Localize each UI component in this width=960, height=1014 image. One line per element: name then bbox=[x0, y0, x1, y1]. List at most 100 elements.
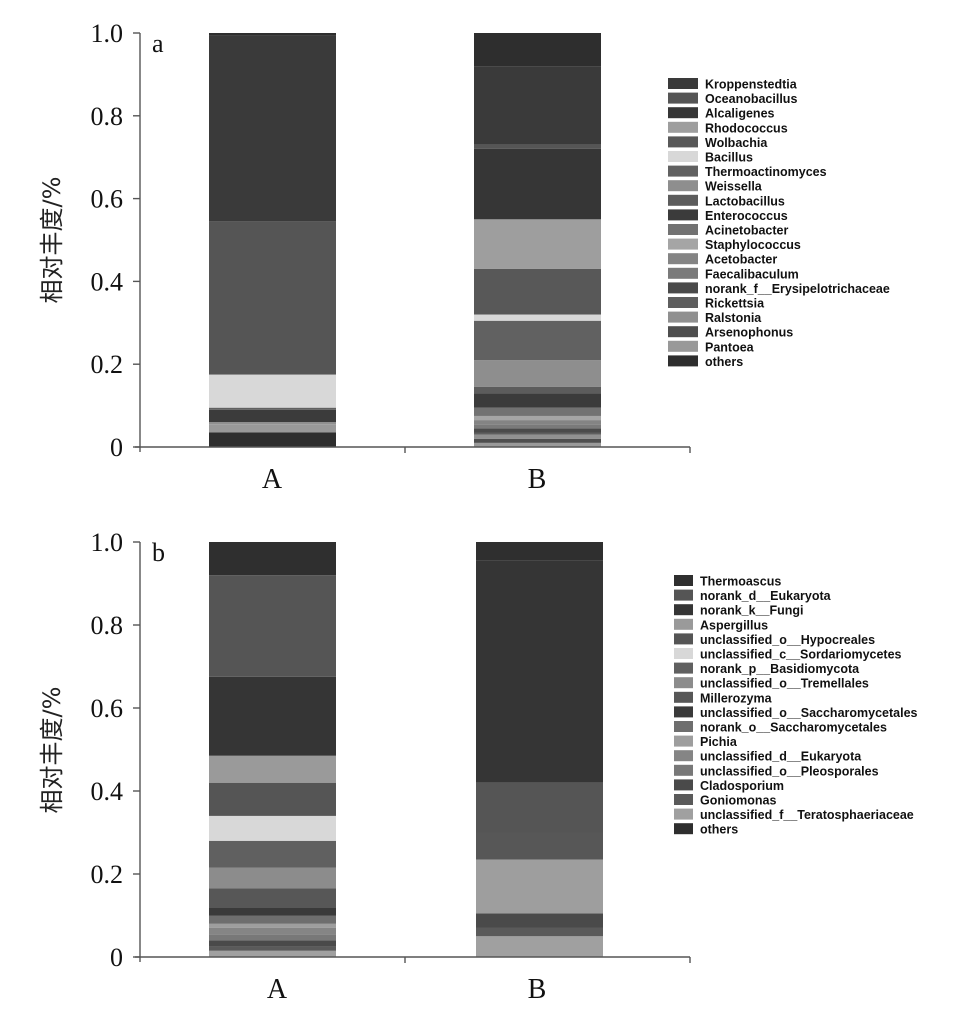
legend-swatch bbox=[668, 107, 698, 119]
legend-swatch bbox=[674, 618, 693, 630]
bar-segment-B-bacillus bbox=[474, 314, 601, 321]
legend-label: Acetobacter bbox=[705, 253, 777, 267]
bar-segment-A-thermoascus bbox=[209, 542, 336, 576]
legend-label: Rickettsia bbox=[705, 297, 765, 311]
bar-segment-A-unclassified-o-saccharomycetales bbox=[209, 907, 336, 916]
legend-swatch bbox=[674, 662, 693, 674]
legend-label: Pantoea bbox=[705, 340, 755, 354]
axes-group-a bbox=[135, 33, 691, 453]
legend-swatch bbox=[674, 764, 693, 776]
y-ticks-group-a: 0 0.2 0.4 0.6 0.8 1.0 bbox=[91, 19, 140, 462]
bar-segment-B-norank-k-fungi bbox=[476, 560, 603, 783]
legend-swatch bbox=[668, 194, 698, 206]
legend-swatch bbox=[668, 180, 698, 192]
bar-segment-B-wolbachia bbox=[474, 268, 601, 315]
legend-swatch bbox=[674, 648, 693, 659]
bar-segment-A-thermoactinomyces bbox=[209, 407, 336, 410]
bar-segment-B-faecalibaculum bbox=[474, 424, 601, 429]
legend-swatch bbox=[674, 808, 693, 820]
legend-swatch bbox=[674, 779, 693, 791]
bar-segment-A-enterococcus bbox=[209, 409, 336, 423]
legend-label: Alcaligenes bbox=[705, 107, 775, 121]
legend-swatch bbox=[674, 794, 693, 805]
bar-segment-A-unclassified-o-tremellales bbox=[209, 867, 336, 889]
legend-label: unclassified_o__Tremellales bbox=[700, 677, 869, 691]
legend-label: Arsenophonus bbox=[705, 326, 793, 340]
y-axis-label-a: 相对丰度/% bbox=[38, 177, 66, 304]
x-category-label-b-A: A bbox=[267, 974, 288, 1005]
legend-swatch bbox=[668, 224, 698, 235]
legend-label: Bacillus bbox=[705, 151, 753, 165]
y-tick-label: 0.2 bbox=[91, 350, 124, 379]
legend-swatch bbox=[668, 340, 698, 352]
bar-segment-B-unclassified-f-teratosphaeriaceae bbox=[476, 936, 603, 957]
legend-a: KroppenstedtiaOceanobacillusAlcaligenesR… bbox=[668, 78, 890, 369]
bar-segment-A-remainder bbox=[209, 33, 336, 36]
y-tick-label: 1.0 bbox=[91, 528, 124, 557]
legend-label: Kroppenstedtia bbox=[705, 78, 798, 92]
legend-label: norank_f__Erysipelotrichaceae bbox=[705, 282, 890, 296]
legend-swatch bbox=[668, 78, 698, 89]
legend-label: Weissella bbox=[705, 180, 763, 194]
bar-segment-A-oceanobacillus bbox=[209, 221, 336, 375]
legend-label: Goniomonas bbox=[700, 794, 776, 808]
legend-swatch bbox=[674, 589, 693, 601]
bar-segment-A-norank-o-saccharomycetales bbox=[209, 915, 336, 924]
x-category-label-a-B: B bbox=[528, 464, 547, 495]
bar-segment-A-ralstonia bbox=[209, 422, 336, 425]
legend-swatch bbox=[668, 136, 698, 148]
legend-label: Rhodococcus bbox=[705, 121, 788, 135]
bar-segment-B-staphylococcus bbox=[474, 415, 601, 421]
chart-panel-a: 0 0.2 0.4 0.6 0.8 1.0 a A B 相对丰度/% Kroppenste… bbox=[38, 19, 890, 495]
legend-label: unclassified_f__Teratosphaeriaceae bbox=[700, 808, 914, 822]
bar-segment-A-norank-d-eukaryota bbox=[209, 575, 336, 677]
bar-segment-A-pichia bbox=[209, 923, 336, 928]
legend-swatch bbox=[668, 267, 698, 279]
bar-segment-B-acetobacter bbox=[474, 420, 601, 425]
legend-swatch bbox=[668, 209, 698, 221]
bar-segment-B-kroppenstedtia bbox=[474, 66, 601, 145]
legend-swatch bbox=[674, 691, 693, 703]
bar-segment-A-others bbox=[209, 432, 336, 447]
bar-segment-B-millerozyma bbox=[476, 832, 603, 860]
legend-swatch bbox=[674, 706, 693, 718]
legend-label: Pichia bbox=[700, 735, 738, 749]
legend-label: Thermoactinomyces bbox=[705, 165, 827, 179]
legend-swatch bbox=[674, 721, 693, 732]
legend-label: others bbox=[705, 355, 743, 369]
legend-label: Acinetobacter bbox=[705, 224, 788, 238]
legend-swatch bbox=[668, 355, 698, 367]
legend-label: norank_o__Saccharomycetales bbox=[700, 721, 887, 735]
legend-label: Thermoascus bbox=[700, 575, 781, 589]
y-tick-label: 0.6 bbox=[91, 694, 124, 723]
bar-segment-B-weissella bbox=[474, 360, 601, 387]
legend-swatch bbox=[674, 575, 693, 586]
bar-segment-B-rhodococcus bbox=[474, 219, 601, 269]
legend-swatch bbox=[668, 121, 698, 133]
bar-segment-B-pantoea bbox=[474, 442, 601, 447]
legend-b: Thermoascusnorank_d__Eukaryotanorank_k__… bbox=[674, 575, 918, 837]
bar-segment-A-cladosporium bbox=[209, 940, 336, 947]
bar-segment-B-thermoascus bbox=[476, 542, 603, 561]
legend-swatch bbox=[674, 604, 693, 616]
bar-segment-B-arsenophonus bbox=[474, 438, 601, 443]
bars-group-a bbox=[209, 33, 601, 447]
y-tick-label: 0.2 bbox=[91, 860, 124, 889]
panel-label-b: b bbox=[152, 538, 165, 567]
legend-label: others bbox=[700, 823, 738, 837]
legend-label: Cladosporium bbox=[700, 779, 784, 793]
bar-segment-B-lactobacillus bbox=[474, 386, 601, 394]
legend-label: Millerozyma bbox=[700, 691, 773, 705]
bar-segment-B-acinetobacter bbox=[474, 407, 601, 416]
legend-swatch bbox=[674, 750, 693, 762]
legend-swatch bbox=[674, 735, 693, 747]
legend-label: unclassified_o__Pleosporales bbox=[700, 764, 879, 778]
legend-swatch bbox=[668, 92, 698, 104]
bar-segment-B-oceanobacillus bbox=[474, 144, 601, 149]
bar-segment-A-unclassified-o-pleosporales bbox=[209, 934, 336, 941]
legend-label: Staphylococcus bbox=[705, 238, 801, 252]
x-category-label-a-A: A bbox=[262, 464, 283, 495]
bar-segment-A-unclassified-o-hypocreales bbox=[209, 782, 336, 816]
y-tick-label: 0.4 bbox=[91, 777, 124, 806]
